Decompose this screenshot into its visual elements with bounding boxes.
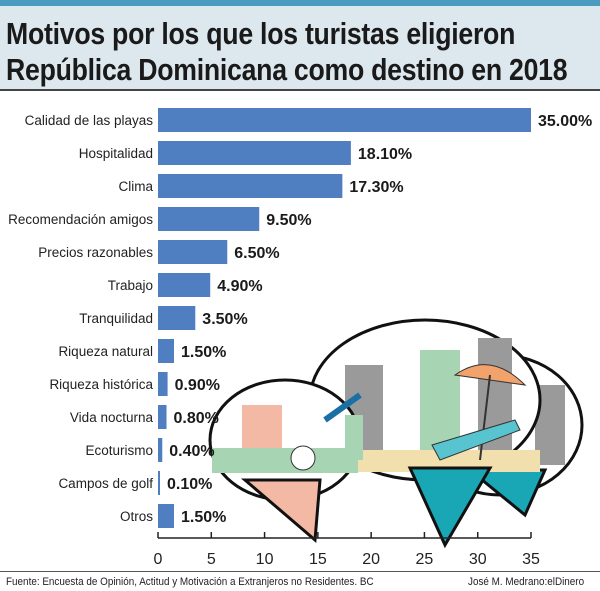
bar: [158, 240, 228, 264]
category-label: Trabajo: [108, 278, 153, 293]
bar: [158, 306, 196, 330]
category-label: Campos de golf: [58, 476, 153, 491]
data-label: 3.50%: [202, 311, 247, 328]
x-tick-label: 25: [416, 551, 434, 568]
data-label: 0.80%: [174, 410, 219, 427]
category-label: Calidad de las playas: [25, 113, 154, 128]
bar: [158, 471, 160, 495]
data-label: 6.50%: [234, 245, 279, 262]
title-divider: [0, 89, 600, 91]
x-tick-label: 15: [309, 551, 327, 568]
title-line-2: República Dominicana como destino en 201…: [6, 52, 568, 87]
x-tick-label: 30: [469, 551, 487, 568]
data-label: 0.90%: [175, 377, 220, 394]
data-label: 1.50%: [181, 509, 226, 526]
x-tick-label: 5: [207, 551, 216, 568]
data-label: 17.30%: [349, 179, 403, 196]
credit: José M. Medrano:elDinero: [468, 576, 585, 588]
data-label: 4.90%: [217, 278, 262, 295]
bar: [158, 372, 168, 396]
category-label: Clima: [118, 179, 153, 194]
category-label: Riqueza natural: [58, 344, 153, 359]
category-label: Hospitalidad: [79, 146, 153, 161]
x-tick-label: 0: [154, 551, 163, 568]
data-label: 18.10%: [358, 146, 412, 163]
bar: [158, 405, 167, 429]
title-box: Motivos por los que los turistas eligier…: [0, 6, 600, 89]
data-label: 9.50%: [266, 212, 311, 229]
x-tick-label: 10: [256, 551, 274, 568]
x-tick-label: 35: [522, 551, 540, 568]
x-tick-label: 20: [362, 551, 380, 568]
speech-bubbles-illustration: [208, 318, 584, 549]
source-note: Fuente: Encuesta de Opinión, Actitud y M…: [6, 576, 374, 588]
bar: [158, 504, 174, 528]
category-label: Precios razonables: [38, 245, 153, 260]
data-label: 0.40%: [169, 443, 214, 460]
middle-bubble: [308, 318, 542, 549]
chart-title: Motivos por los que los turistas eligier…: [6, 16, 568, 88]
bar: [158, 141, 351, 165]
left-bubble: [208, 378, 363, 544]
data-label: 35.00%: [538, 113, 592, 130]
bar: [158, 174, 343, 198]
bar: [158, 438, 163, 462]
category-label: Recomendación amigos: [8, 212, 153, 227]
category-label: Ecoturismo: [85, 443, 153, 458]
footer-divider: [0, 571, 600, 572]
category-label: Vida nocturna: [70, 410, 154, 425]
category-label: Riqueza histórica: [49, 377, 153, 392]
data-label: 1.50%: [181, 344, 226, 361]
bar: [158, 339, 174, 363]
title-line-1: Motivos por los que los turistas eligier…: [6, 16, 516, 51]
top-accent-bar: [0, 0, 600, 6]
bar: [158, 207, 260, 231]
data-label: 0.10%: [167, 476, 212, 493]
bar: [158, 273, 211, 297]
category-label: Otros: [120, 509, 153, 524]
bar: [158, 108, 531, 132]
category-label: Tranquilidad: [79, 311, 153, 326]
